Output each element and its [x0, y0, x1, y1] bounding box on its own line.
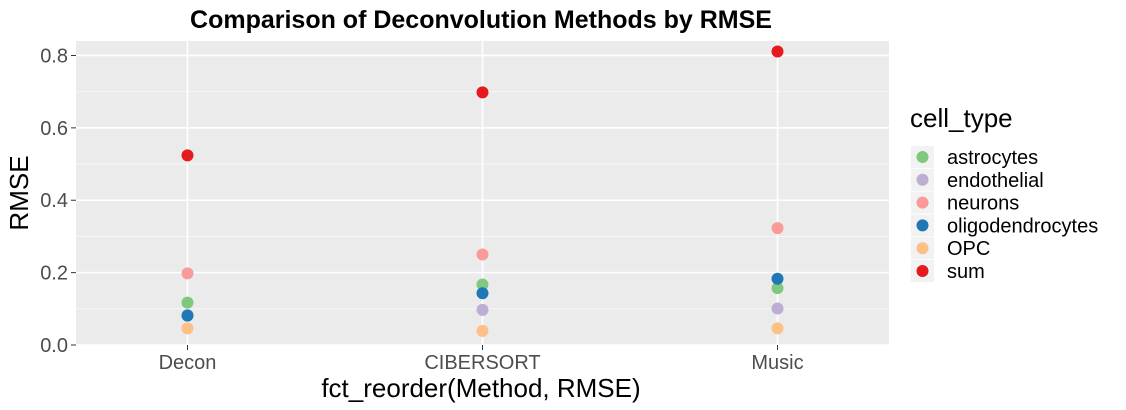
point-opc	[181, 322, 194, 335]
point-neurons	[181, 267, 194, 280]
point-sum	[476, 86, 489, 99]
y-tick-label: 0.4	[40, 190, 68, 212]
point-neurons	[771, 222, 784, 235]
legend-swatch-oligodendrocytes	[916, 219, 929, 232]
y-tick-label: 0.0	[40, 335, 68, 357]
x-axis-ticks: Decon CIBERSORT Music	[159, 345, 804, 374]
y-axis-ticks: 0.0 0.2 0.4 0.6 0.8	[40, 45, 76, 357]
point-oligodendrocytes	[771, 272, 784, 285]
point-endothelial	[476, 303, 489, 316]
legend-label-oligodendrocytes: oligodendrocytes	[947, 215, 1098, 237]
x-tick-label: Decon	[159, 352, 217, 374]
point-astrocytes	[771, 282, 784, 295]
legend-label-opc: OPC	[947, 238, 990, 260]
point-endothelial	[771, 302, 784, 315]
point-neurons	[476, 248, 489, 261]
legend-label-sum: sum	[947, 261, 985, 283]
chart-title: Comparison of Deconvolution Methods by R…	[190, 6, 772, 34]
legend-swatch-sum	[916, 265, 929, 277]
point-opc	[476, 324, 489, 337]
point-astrocytes	[476, 278, 489, 291]
point-astrocytes	[181, 296, 194, 309]
point-oligodendrocytes	[181, 309, 194, 322]
y-tick-label: 0.8	[40, 45, 68, 67]
data-points	[181, 45, 784, 337]
legend-swatch-endothelial	[916, 173, 929, 186]
x-tick-label: Music	[751, 352, 803, 374]
legend-swatch-opc	[916, 242, 929, 255]
x-tick-label: CIBERSORT	[424, 352, 540, 374]
point-sum	[771, 45, 784, 58]
legend-label-neurons: neurons	[947, 193, 1019, 215]
legend-title: cell_type	[910, 103, 1013, 133]
legend-swatch-astrocytes	[916, 151, 929, 163]
legend-label-endothelial: endothelial	[947, 170, 1044, 192]
y-axis-title: RMSE	[4, 155, 34, 230]
point-sum	[181, 149, 194, 162]
legend: astrocytesendothelialneuronsoligodendroc…	[911, 146, 1098, 283]
legend-swatch-neurons	[916, 196, 929, 209]
point-oligodendrocytes	[476, 287, 489, 300]
x-axis-title: fct_reorder(Method, RMSE)	[321, 373, 640, 403]
y-tick-label: 0.6	[40, 118, 68, 140]
point-opc	[771, 322, 784, 335]
legend-label-astrocytes: astrocytes	[947, 147, 1038, 169]
y-tick-label: 0.2	[40, 263, 68, 285]
